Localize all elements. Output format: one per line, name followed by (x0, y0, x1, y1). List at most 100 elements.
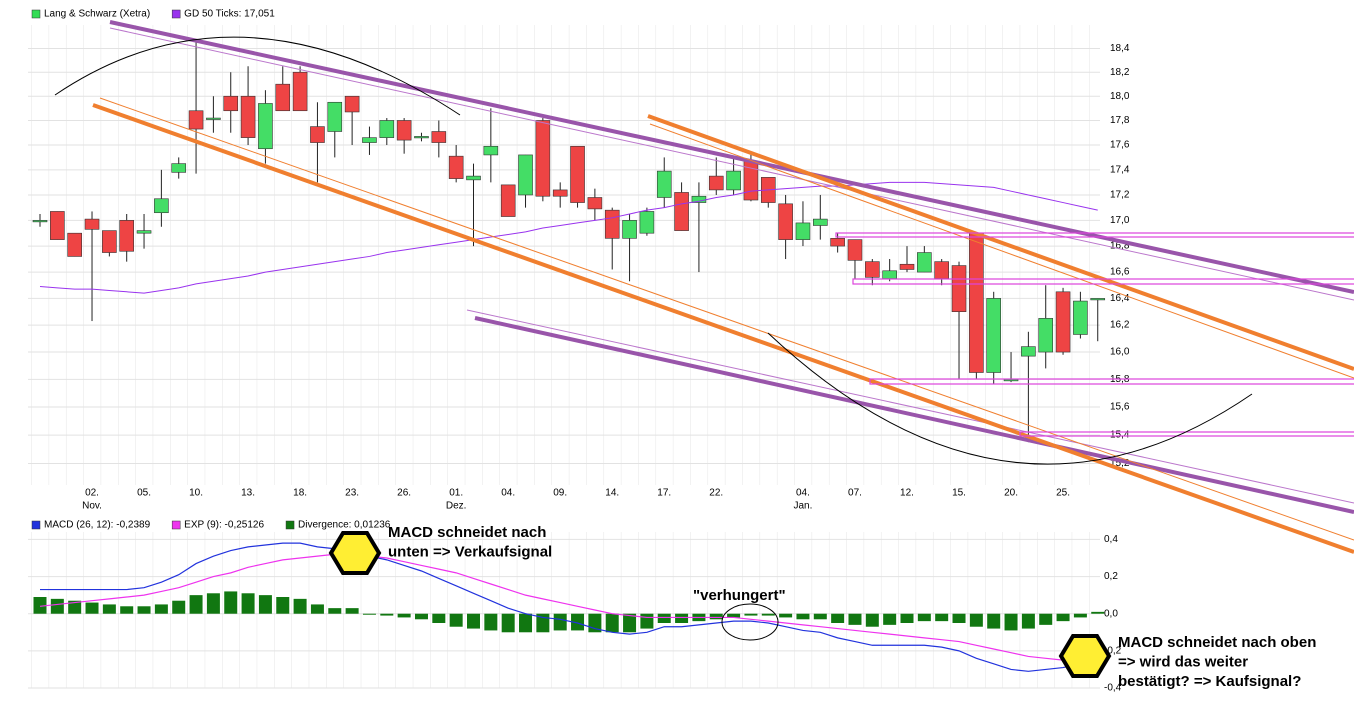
divergence-bar (727, 613, 741, 618)
x-tick-label: 13. (241, 488, 255, 499)
legend: Lang & Schwarz (Xetra) GD 50 Ticks: 17,05… (31, 9, 1316, 690)
candle-body (483, 145, 499, 156)
y-tick-label: 15,2 (1110, 458, 1130, 469)
divergence-bar (501, 613, 515, 633)
divergence-bar (917, 613, 931, 622)
x-tick-label: 15. (952, 488, 966, 499)
candle-body (778, 203, 793, 240)
divergence-bar (484, 613, 498, 631)
candle-body (431, 131, 447, 143)
trend-line (92, 103, 1354, 554)
x-tick-label: 26. (397, 488, 411, 499)
divergence-bar (68, 600, 82, 614)
y-tick-label: 17,8 (1110, 115, 1130, 126)
divergence-bar (900, 613, 914, 623)
divergence-bar (831, 613, 845, 623)
candle-body (1090, 298, 1106, 301)
y-tick-label: 0,4 (1104, 534, 1118, 545)
x-tick-label: 07. (848, 488, 862, 499)
vertical-grid (28, 532, 1100, 688)
divergence-bar (85, 602, 99, 614)
x-tick-label: 17. (657, 488, 671, 499)
candle-body (448, 155, 464, 179)
annotation: => wird das weiter (1118, 653, 1248, 670)
legend-swatch (285, 520, 295, 530)
candle-body (656, 170, 672, 198)
candle-body (969, 232, 984, 373)
legend-label: EXP (9): -0,25126 (184, 520, 264, 531)
annotation: unten => Verkaufsignal (388, 543, 552, 560)
divergence-bar (293, 598, 307, 614)
candle-body (102, 230, 117, 253)
x-tick-label: 01. (449, 488, 463, 499)
y-tick-label: 17,4 (1110, 164, 1130, 175)
candle-body (119, 220, 134, 252)
divergence-bar (206, 593, 220, 614)
candle-body (223, 95, 239, 112)
divergence-bar (224, 591, 238, 614)
divergence-bar (865, 613, 879, 627)
divergence-bar (1039, 613, 1053, 625)
divergence-bar (675, 613, 689, 623)
x-tick-label: 22. (709, 488, 723, 499)
candle-body (951, 265, 967, 313)
candle-body (171, 163, 187, 173)
legend-label: Divergence: 0,01236 (298, 520, 391, 531)
candle-body (258, 103, 273, 150)
divergence-bar (1056, 613, 1070, 622)
legend-label: GD 50 Ticks: 17,051 (184, 9, 275, 20)
divergence-bar (102, 604, 116, 614)
zone (869, 378, 1354, 385)
month-label: Jan. (794, 501, 813, 512)
drawings (54, 20, 1354, 678)
annotation: MACD schneidet nach (388, 524, 546, 541)
divergence-bar (987, 613, 1001, 629)
legend-swatch (171, 9, 181, 19)
candle-body (587, 197, 603, 210)
zone (852, 278, 1354, 285)
candle-body (865, 261, 880, 278)
y-tick-label: -0,2 (1104, 645, 1122, 656)
divergence-bar (657, 613, 671, 623)
candle-body (500, 184, 516, 217)
y-tick-label: 15,6 (1110, 402, 1130, 413)
x-tick-label: 12. (900, 488, 914, 499)
divergence-bar (154, 604, 168, 614)
month-label: Nov. (82, 501, 102, 512)
divergence-bar (328, 608, 342, 614)
month-label: Dez. (446, 501, 467, 512)
trend-line (649, 123, 1354, 379)
divergence-bar (397, 613, 411, 618)
candle-body (604, 209, 620, 239)
divergence-bar (761, 613, 775, 616)
data-layer (32, 39, 1106, 672)
trend-line (466, 309, 1354, 504)
candle-body (535, 120, 551, 197)
candle-body (882, 270, 897, 279)
divergence-bar (172, 600, 186, 614)
divergence-bar (744, 613, 758, 616)
divergence-bar (519, 613, 533, 633)
candle-body (639, 211, 655, 234)
arc (767, 332, 1253, 465)
trend-line (109, 20, 1354, 294)
candle-body (708, 175, 724, 191)
y-tick-label: 16,2 (1110, 320, 1130, 331)
y-tick-label: 18,2 (1110, 67, 1130, 78)
divergence-bar (1091, 611, 1105, 614)
candle-body (188, 110, 204, 130)
circle-mark (721, 603, 779, 641)
candle-body (622, 220, 637, 239)
moving-average (39, 181, 1098, 294)
candle-body (84, 218, 100, 230)
candle-body (414, 136, 429, 139)
divergence-bar (50, 598, 64, 614)
x-tick-label: 23. (345, 488, 359, 499)
signal-icon (328, 531, 382, 575)
divergence-bar (449, 613, 463, 627)
candle-body (917, 252, 932, 273)
x-tick-label: 04. (796, 488, 810, 499)
candle-body (310, 126, 325, 143)
candle-body (795, 222, 811, 240)
